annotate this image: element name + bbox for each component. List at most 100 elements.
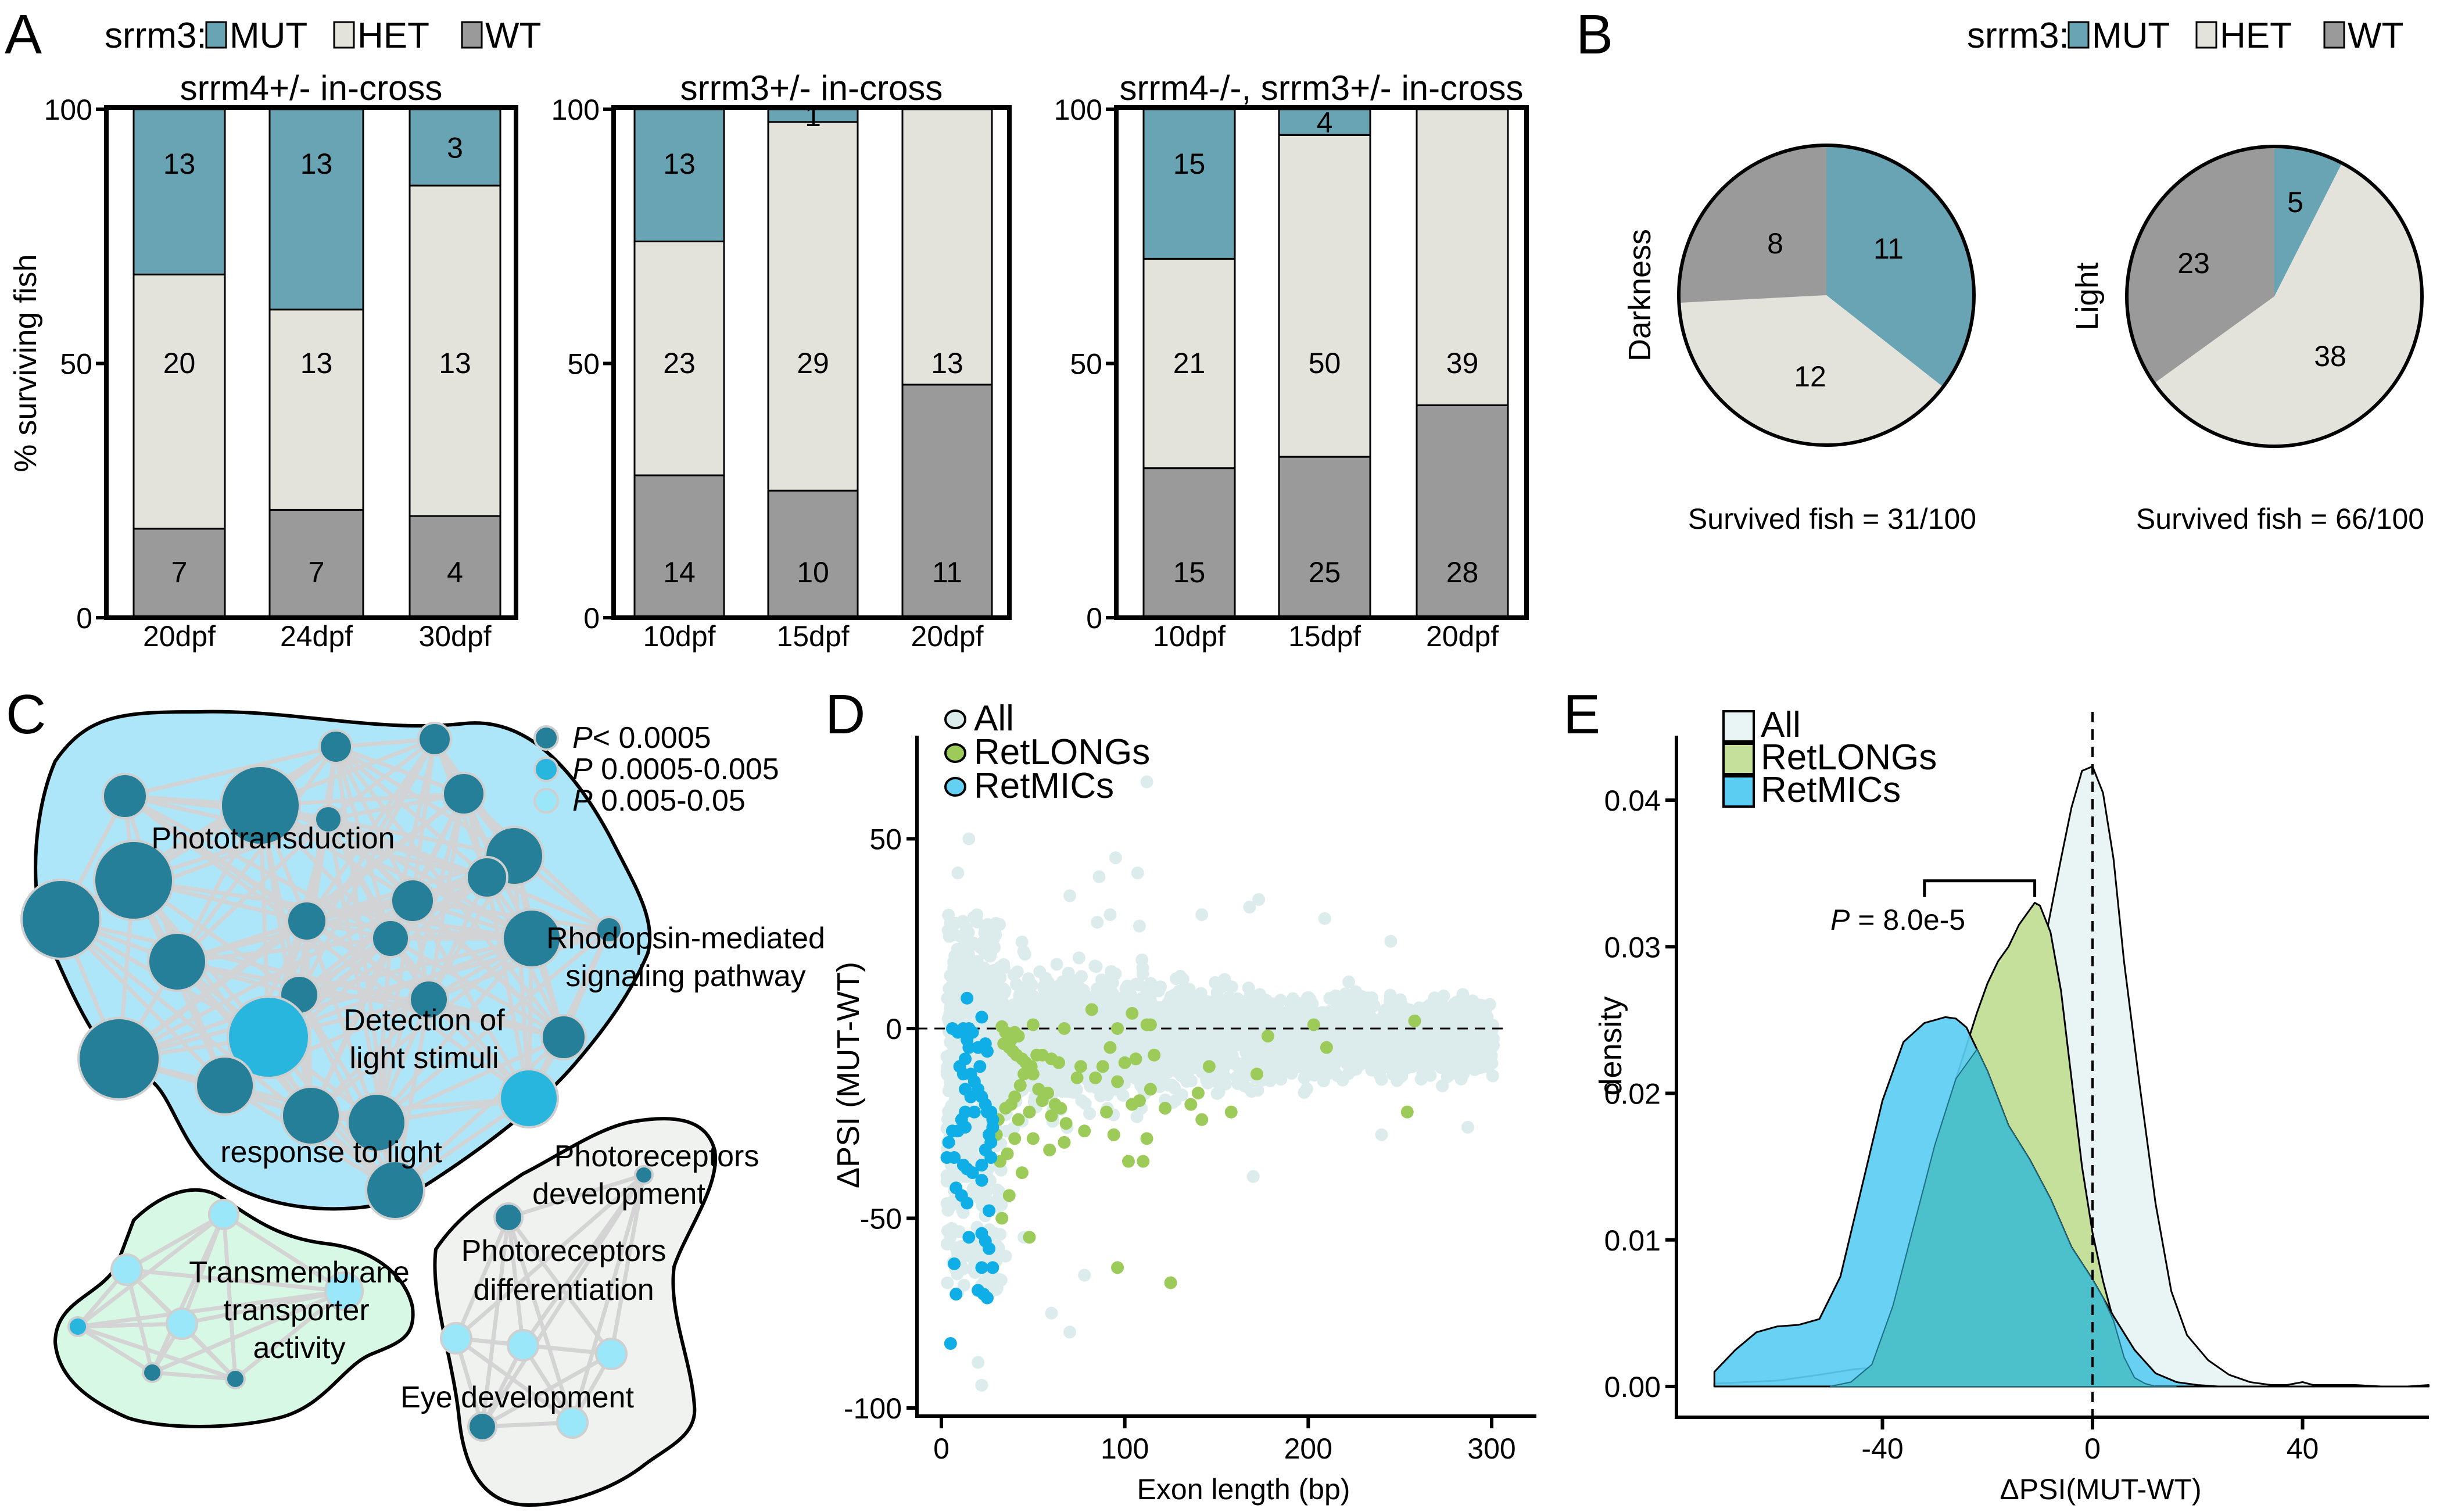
y-tick-label: 0 [76,602,92,635]
network-edge [481,1352,612,1429]
network-node [390,878,435,923]
pie-caption: Survived fish = 66/100 [2136,503,2424,535]
bar-value-label: 10 [797,556,829,589]
point-all [1437,1039,1450,1052]
network-edge [486,875,610,932]
network-edge [389,936,565,1040]
point-all [1037,1068,1050,1081]
point-retlongs [1074,1060,1087,1073]
pie-slice-het [1679,295,1943,446]
network-node [166,1307,198,1340]
point-all [1361,1016,1374,1030]
point-all [1371,1023,1385,1037]
point-retlongs [1118,1056,1131,1069]
cluster-label: development [532,1177,705,1211]
legend-swatch-retmics [1722,775,1755,808]
network-node [556,1406,589,1439]
p-symbol: P [1830,904,1850,936]
panel-c: C Phototransduction Rhodopsin-mediated sig… [6,683,825,1507]
point-all [1230,1070,1243,1084]
network-edge [393,999,431,1191]
network-node [467,1411,497,1442]
bar-chart-a1: srrm4+/- in-cross 7 20 13 20dpf 7 13 13 24dpf 4 13… [44,69,518,653]
legend-label-retmics: RetMICs [974,766,1114,806]
network-edge [506,1217,525,1346]
network-edge [512,855,531,1099]
cluster-label: signaling pathway [565,959,805,993]
bar-value-label: 3 [447,132,463,164]
legend-label-retlongs: RetLONGs [974,732,1150,772]
point-all [1482,1033,1495,1047]
pie-value-label: 12 [1794,360,1826,393]
bar-segment-het [901,108,993,386]
point-all [999,1249,1012,1263]
point-all [1063,1325,1076,1339]
network-edge [177,936,391,964]
legend-label-all: All [974,698,1014,739]
point-all [1169,1062,1183,1076]
point-all [1054,993,1067,1006]
network-edge [327,737,436,821]
cluster-label: differentiation [473,1273,654,1307]
point-retlongs [1126,1006,1139,1020]
p-symbol: P [572,721,593,755]
point-retlongs [1052,1056,1066,1069]
panel-a: A srrm3: MUT HET WT % surviving fish srrm4+… [5,3,1529,653]
point-retmics [986,1261,999,1274]
point-retlongs [1224,1105,1238,1119]
legend-dot-net_p2 [533,757,559,782]
point-retlongs [1012,1113,1025,1126]
point-all [951,866,965,880]
point-all [1209,976,1222,989]
y-tick-label: 0 [886,1013,902,1045]
point-all [1188,1011,1202,1024]
point-retlongs [1089,1071,1102,1084]
point-all [983,950,997,963]
p-value: = 8.0e-5 [1850,904,1965,936]
network-edge [305,737,436,923]
point-all [1074,970,1088,983]
point-all [1055,1034,1069,1048]
network-node [67,1316,88,1337]
point-all [1470,998,1484,1011]
legend-marker-retlongs [944,743,966,763]
point-retlongs [1023,1231,1036,1244]
point-all [1161,997,1174,1011]
legend-swatch-wt [461,21,483,49]
network-edge [428,997,564,1040]
bar-segment-het [1278,134,1371,458]
point-all [1335,1039,1348,1052]
point-all [1452,1033,1465,1046]
point-all [1152,1059,1165,1073]
x-tick-label: 10dpf [1153,620,1226,653]
point-all [978,926,991,940]
network-edge [77,1325,153,1374]
x-tick-label: 300 [1467,1432,1515,1465]
bar-value-label: 14 [663,556,696,589]
point-all [991,974,1005,988]
network-edge [77,1321,182,1329]
point-all [1273,1017,1286,1030]
point-all [1011,965,1024,979]
point-all [1133,978,1146,991]
point-all [1167,1081,1181,1095]
point-all [1252,893,1266,906]
point-all [1039,972,1052,985]
bar-value-label: 7 [171,556,188,589]
point-all [1205,1030,1219,1043]
bar-segment-wt [1142,467,1236,619]
series-retmics-points [940,991,999,1350]
panel-letter-b: B [1576,3,1613,66]
network-node [365,1160,425,1220]
network-edge [526,929,611,1099]
point-all [952,943,965,956]
cluster-label: activity [253,1331,346,1365]
network-edge [223,1213,345,1293]
point-all [952,973,965,986]
point-all [1162,1029,1176,1042]
pie-condition-label: Darkness [1622,229,1657,361]
point-all [1243,901,1256,914]
network-node [417,722,452,757]
